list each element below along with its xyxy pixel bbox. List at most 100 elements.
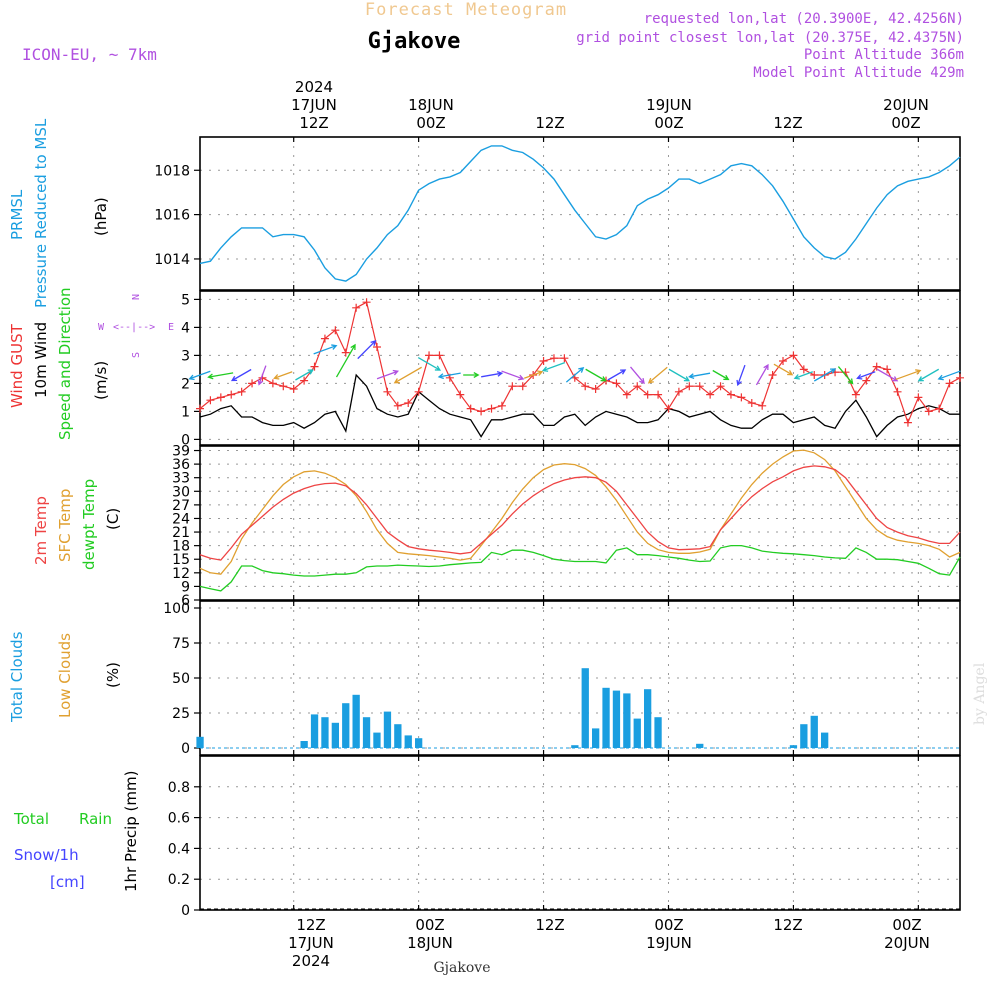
gust-marker xyxy=(779,357,788,365)
top-tick-line2: 20JUN xyxy=(883,96,929,114)
compass-n: N xyxy=(131,294,142,300)
y-tick-label: 4 xyxy=(181,320,190,336)
wind-arrow xyxy=(230,368,252,382)
gust-marker xyxy=(372,343,381,351)
wind-arrow xyxy=(417,356,442,371)
total-cloud-bar xyxy=(696,743,704,748)
gust-marker xyxy=(716,382,725,391)
top-tick-line3: 12Z xyxy=(773,114,802,132)
temp-labels: 2m Temp SFC Temp dewpt Temp (C) xyxy=(32,479,122,570)
bottom-tick-line1: 12Z xyxy=(773,916,802,934)
wind-arrow xyxy=(481,370,504,378)
snow-label: Snow/1h xyxy=(14,846,79,864)
wind-arrow xyxy=(463,372,480,378)
y-tick-label: 1014 xyxy=(154,252,190,268)
gust-marker xyxy=(331,326,340,335)
total-cloud-bar xyxy=(373,732,381,748)
y-tick-label: 0 xyxy=(181,903,190,919)
gust-marker xyxy=(914,393,923,402)
wind-arrow xyxy=(793,371,813,380)
y-tick-label: 3 xyxy=(181,348,190,364)
wind-arrow xyxy=(335,343,356,378)
gust-marker xyxy=(654,390,663,399)
compass-mid: <--|--> xyxy=(113,322,155,333)
gust-marker xyxy=(549,354,558,363)
bottom-tick-line1: 00Z xyxy=(415,916,444,934)
gust-marker xyxy=(799,365,808,374)
gust-marker xyxy=(508,382,517,391)
gust-marker xyxy=(810,371,819,379)
y-tick-label: 0.8 xyxy=(168,780,190,796)
wind-unit: (m/s) xyxy=(92,361,110,400)
pressure-msl-label: Pressure Reduced to MSL xyxy=(32,118,50,308)
wind-arrow xyxy=(773,363,794,376)
y-tick-label: 0.6 xyxy=(168,811,190,827)
top-tick-line3: 00Z xyxy=(654,114,683,132)
y-tick-label: 0.2 xyxy=(168,872,190,888)
gust-marker xyxy=(768,371,777,379)
gust-marker xyxy=(414,387,423,396)
total-cloud-bar xyxy=(800,724,808,748)
bottom-tick-line1: 00Z xyxy=(892,916,921,934)
wind10m-label: 10m Wind xyxy=(32,322,50,398)
total-cloud-bar xyxy=(612,690,621,748)
total-cloud-bar xyxy=(352,694,360,748)
top-tick-line1: 2024 xyxy=(295,78,333,96)
gust-marker xyxy=(726,390,735,399)
panel-frame xyxy=(199,755,961,911)
wind-arrow xyxy=(630,366,645,385)
wind-arrow xyxy=(585,368,607,382)
top-tick-line2: 18JUN xyxy=(408,96,454,114)
y-tick-label: 75 xyxy=(172,636,190,652)
total-cloud-bar xyxy=(196,736,204,748)
y-tick-label: 15 xyxy=(172,552,190,568)
total-cloud-bar xyxy=(810,715,818,748)
watermark: by Angel xyxy=(972,662,988,725)
gust-marker xyxy=(747,399,756,407)
total-cloud-bar xyxy=(581,668,589,748)
total-cloud-bar xyxy=(789,745,798,748)
gust-marker xyxy=(685,382,694,391)
model-label: ICON-EU, ~ 7km xyxy=(22,45,157,64)
wind-arrow xyxy=(607,369,627,381)
gust-marker xyxy=(591,385,600,393)
y-tick-label: 0 xyxy=(181,432,190,448)
wind-arrow xyxy=(313,344,338,355)
pressure-panel: 1014 1016 1018 xyxy=(154,136,961,291)
gust-marker xyxy=(612,379,621,388)
gust-marker xyxy=(851,390,860,399)
total-cloud-bar xyxy=(300,741,308,748)
total-cloud-bar xyxy=(415,738,423,748)
precip-labels: Total Rain Snow/1h [cm] 1hr Precip (mm) xyxy=(13,771,140,892)
y-tick-label: 1018 xyxy=(154,163,190,179)
top-tick-line3: 00Z xyxy=(416,114,445,132)
gust-line xyxy=(199,301,961,425)
gust-marker xyxy=(664,404,673,413)
gust-marker xyxy=(622,390,631,399)
gust-marker xyxy=(279,382,288,391)
gust-marker xyxy=(956,373,964,382)
total-cloud-bar xyxy=(310,714,319,748)
temp-unit: (C) xyxy=(104,508,122,530)
y-tick-label: 18 xyxy=(172,539,190,555)
wind-arrow xyxy=(524,370,544,379)
chart-title: Forecast Meteogram xyxy=(365,0,567,20)
total-cloud-bar xyxy=(362,717,371,748)
wind-arrow xyxy=(295,369,314,381)
bottom-tick-line3: 2024 xyxy=(292,952,330,970)
gust-marker xyxy=(872,362,881,371)
gust-marker xyxy=(300,376,309,385)
sfctemp-line xyxy=(199,449,961,575)
wind-arrow xyxy=(273,371,293,380)
panel-frame xyxy=(199,136,961,291)
y-tick-label: 12 xyxy=(172,566,190,582)
compass-e: E xyxy=(168,322,174,333)
temp2m-line xyxy=(199,465,961,561)
gust-marker xyxy=(758,401,767,410)
gust-marker xyxy=(903,418,912,427)
gust-label: Wind GUST xyxy=(8,323,26,408)
y-tick-label: 9 xyxy=(181,579,190,595)
gust-marker xyxy=(404,399,413,407)
gust-marker xyxy=(862,376,871,385)
